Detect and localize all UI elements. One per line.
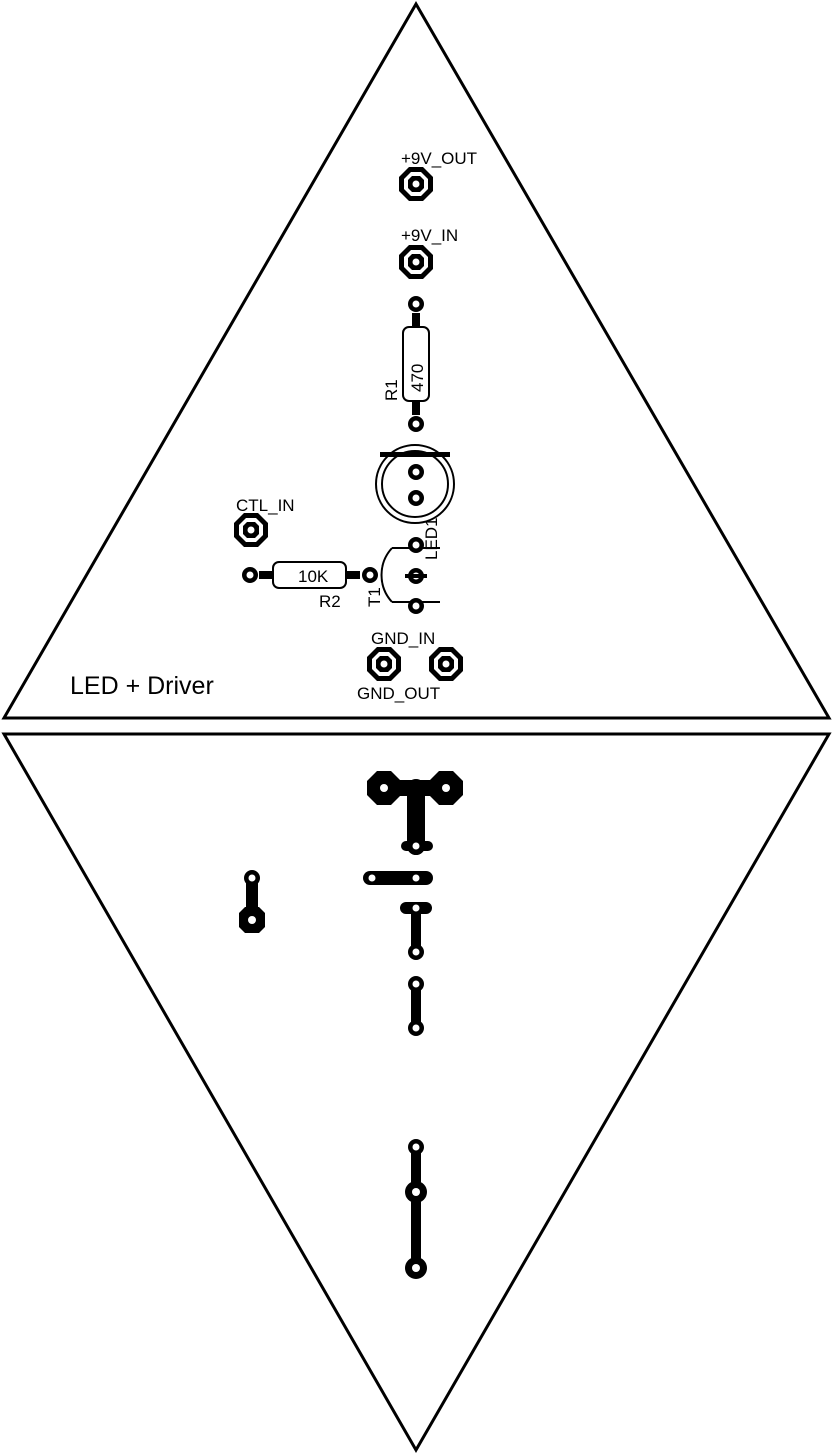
label-t1: T1 <box>365 587 384 607</box>
label-ctl-in: CTL_IN <box>236 496 295 515</box>
label-gnd-in: GND_IN <box>371 629 435 648</box>
pad-9v-in <box>399 245 433 279</box>
pad-9v-out <box>399 167 433 201</box>
trace-9v <box>367 771 463 855</box>
label-r2-value: 10K <box>298 567 329 586</box>
board-title: LED + Driver <box>70 672 214 700</box>
label-r1-value: 470 <box>408 364 427 392</box>
trace-gnd <box>405 1139 427 1279</box>
resistor-r1 <box>402 296 430 432</box>
label-9v-in: +9V_IN <box>401 226 458 245</box>
trace-led-r1 <box>408 976 424 1036</box>
trace-ctl <box>239 870 265 933</box>
resistor-r2 <box>242 561 378 589</box>
trace-collector-led <box>400 902 432 960</box>
bottom-board-outline <box>1 732 832 1453</box>
trace-r2-base <box>363 871 433 885</box>
transistor-t1 <box>380 537 440 614</box>
label-r2-name: R2 <box>319 592 341 611</box>
label-9v-out: +9V_OUT <box>401 149 477 168</box>
pad-ctl-in <box>234 513 268 547</box>
label-led1: LED1 <box>422 517 441 560</box>
pad-gnd-out <box>367 647 401 681</box>
label-r1-name: R1 <box>382 379 401 401</box>
pad-gnd-in <box>429 647 463 681</box>
bottom-layer <box>1 732 832 1453</box>
top-layer: +9V_OUT +9V_IN 470 R1 <box>1 1 832 720</box>
label-gnd-out: GND_OUT <box>357 684 440 703</box>
led1 <box>375 444 455 524</box>
